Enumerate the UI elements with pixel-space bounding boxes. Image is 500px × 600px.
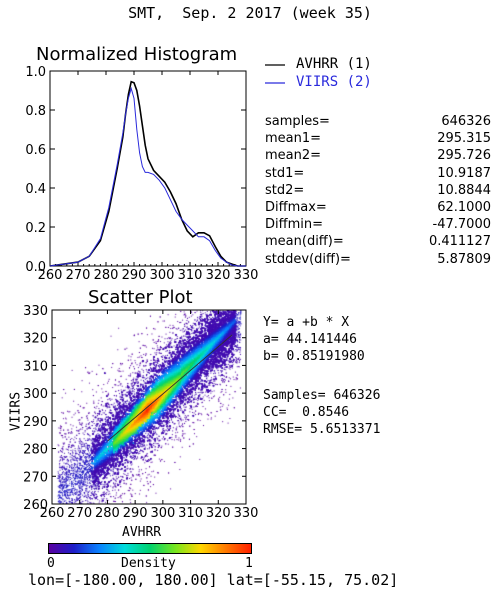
fit-line xyxy=(107,334,233,442)
scat-ytick-label: 320 xyxy=(23,332,48,347)
regression-samples: Samples= 646326 xyxy=(263,388,381,403)
colorbar-label: Density xyxy=(121,556,176,571)
scat-xtick-label: 310 xyxy=(178,506,203,521)
scat-xtick-label: 280 xyxy=(95,506,120,521)
scat-xtick-label: 270 xyxy=(67,506,92,521)
regression-rmse: RMSE= 5.6513371 xyxy=(263,422,381,437)
hist-xtick-label: 260 xyxy=(38,268,63,283)
hist-xtick-label: 280 xyxy=(94,268,119,283)
stat-key: std2= xyxy=(265,182,305,198)
stat-key: Diffmin= xyxy=(265,217,323,233)
hist-ytick-label: 1.0 xyxy=(25,65,46,80)
stat-key: std1= xyxy=(265,165,305,181)
scat-xtick-label: 330 xyxy=(234,506,259,521)
stat-key: Diffmax= xyxy=(265,200,327,215)
stat-value: 295.726 xyxy=(437,148,491,164)
stat-key: mean1= xyxy=(265,131,322,147)
stat-value: -47.7000 xyxy=(432,217,491,233)
page-title: SMT, Sep. 2 2017 (week 35) xyxy=(128,4,372,22)
hist-ytick-label: 0.2 xyxy=(25,221,46,236)
scatter-ylabel: VIIRS xyxy=(8,391,24,432)
series-line-viirs xyxy=(49,86,246,267)
series-line-avhrr xyxy=(49,80,246,267)
lon-lat-footer: lon=[-180.00, 180.00] lat=[-55.15, 75.02… xyxy=(28,571,399,589)
stat-value: 646326 xyxy=(441,114,491,129)
histogram-frame xyxy=(49,70,247,267)
stat-key: stddev(diff)= xyxy=(265,251,351,267)
scatter-density-cloud xyxy=(52,310,246,504)
hist-xtick-label: 310 xyxy=(178,268,203,283)
scat-ytick-label: 280 xyxy=(23,443,48,458)
legend-label-avhrr: AVHRR (1) xyxy=(296,56,372,72)
stat-value: 10.9187 xyxy=(437,165,491,181)
hist-xtick-label: 300 xyxy=(150,268,175,283)
scat-xtick-label: 290 xyxy=(123,506,148,521)
hist-ytick-label: 0.6 xyxy=(25,143,46,158)
colorbar-max: 1 xyxy=(245,556,253,571)
scat-ytick-label: 260 xyxy=(23,498,48,513)
stat-value: 62.1000 xyxy=(437,200,491,215)
hist-xtick-label: 290 xyxy=(122,268,147,283)
scat-ytick-label: 330 xyxy=(23,304,48,319)
hist-xtick-label: 330 xyxy=(234,268,259,283)
hist-ytick-label: 0.0 xyxy=(25,260,46,275)
legend-label-viirs: VIIRS (2) xyxy=(296,74,372,90)
histogram-title: Normalized Histogram xyxy=(36,44,238,65)
hist-xtick-label: 270 xyxy=(66,268,91,283)
scat-ytick-label: 270 xyxy=(23,470,48,485)
scat-xtick-label: 300 xyxy=(150,506,175,521)
scat-ytick-label: 300 xyxy=(23,387,48,402)
stat-key: mean(diff)= xyxy=(265,234,344,250)
density-colorbar xyxy=(48,543,252,554)
hist-ytick-label: 0.4 xyxy=(25,182,46,197)
scatter-title: Scatter Plot xyxy=(88,287,193,308)
regression-cc: CC= 0.8546 xyxy=(263,405,350,420)
hist-xtick-label: 320 xyxy=(206,268,231,283)
scatter-frame xyxy=(51,309,247,505)
colorbar-bar xyxy=(48,543,252,554)
hist-ytick-label: 0.8 xyxy=(25,104,46,119)
regression-b: b= 0.85191980 xyxy=(263,349,365,364)
stat-key: samples= xyxy=(265,114,330,129)
scat-xtick-label: 260 xyxy=(40,506,65,521)
regression-a: a= 44.141446 xyxy=(263,332,357,347)
colorbar-min: 0 xyxy=(47,556,55,571)
scat-xtick-label: 320 xyxy=(206,506,231,521)
stat-value: 10.8844 xyxy=(437,182,491,198)
stat-key: mean2= xyxy=(265,148,322,164)
stat-value: 0.411127 xyxy=(428,234,491,250)
scat-ytick-label: 290 xyxy=(23,415,48,430)
regression-equation: Y= a +b * X xyxy=(263,315,350,330)
scat-ytick-label: 310 xyxy=(23,359,48,374)
scatter-xlabel: AVHRR xyxy=(122,525,162,540)
stat-value: 5.87809 xyxy=(437,251,491,267)
histogram-legend xyxy=(265,64,285,84)
stat-value: 295.315 xyxy=(437,131,491,147)
